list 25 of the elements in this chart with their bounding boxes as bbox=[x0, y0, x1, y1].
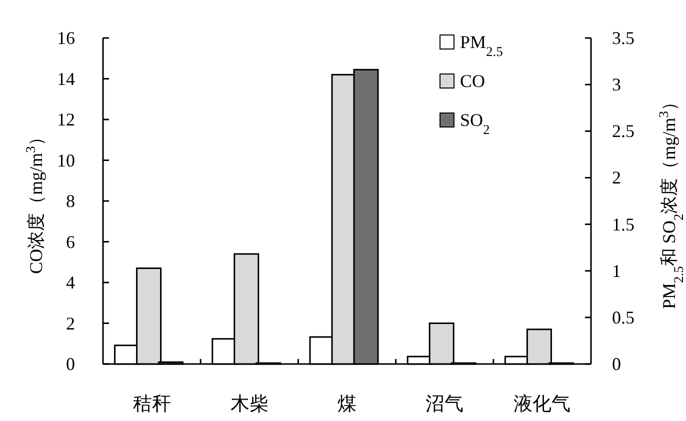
y-tick-label: 0 bbox=[66, 354, 75, 374]
y-tick-label: 6 bbox=[66, 232, 75, 252]
x-tick-label: 煤 bbox=[338, 394, 356, 415]
x-tick-label: 秸秆 bbox=[132, 394, 171, 415]
y-tick-label: 14 bbox=[57, 68, 75, 89]
y2-tick-label: 1 bbox=[612, 260, 621, 281]
y2-tick-label: 2.5 bbox=[612, 121, 634, 142]
y-tick-label: 16 bbox=[57, 28, 75, 48]
x-tick-label: 木柴 bbox=[230, 394, 268, 415]
y2-tick-label: 0 bbox=[612, 354, 621, 374]
y-tick-label: 4 bbox=[66, 272, 75, 292]
y-tick-label: 12 bbox=[57, 110, 75, 130]
y-tick-label: 2 bbox=[66, 313, 75, 334]
y-tick-label: 10 bbox=[57, 150, 75, 170]
y2-tick-label: 3.5 bbox=[612, 28, 634, 48]
y2-tick-label: 1.5 bbox=[612, 214, 634, 234]
x-tick-label: 液化气 bbox=[514, 393, 571, 415]
y-tick-label: 8 bbox=[66, 191, 75, 211]
legend-label: CO bbox=[460, 71, 486, 91]
x-tick-label: 沼气 bbox=[426, 394, 464, 415]
legend-label: PM$_{2.5}$ bbox=[460, 32, 504, 58]
y2-tick-label: 0.5 bbox=[612, 307, 634, 328]
y2-tick-label: 3 bbox=[612, 74, 621, 95]
y2-tick-label: 2 bbox=[612, 168, 621, 188]
legend-label: SO$_{2}$ bbox=[460, 110, 490, 136]
